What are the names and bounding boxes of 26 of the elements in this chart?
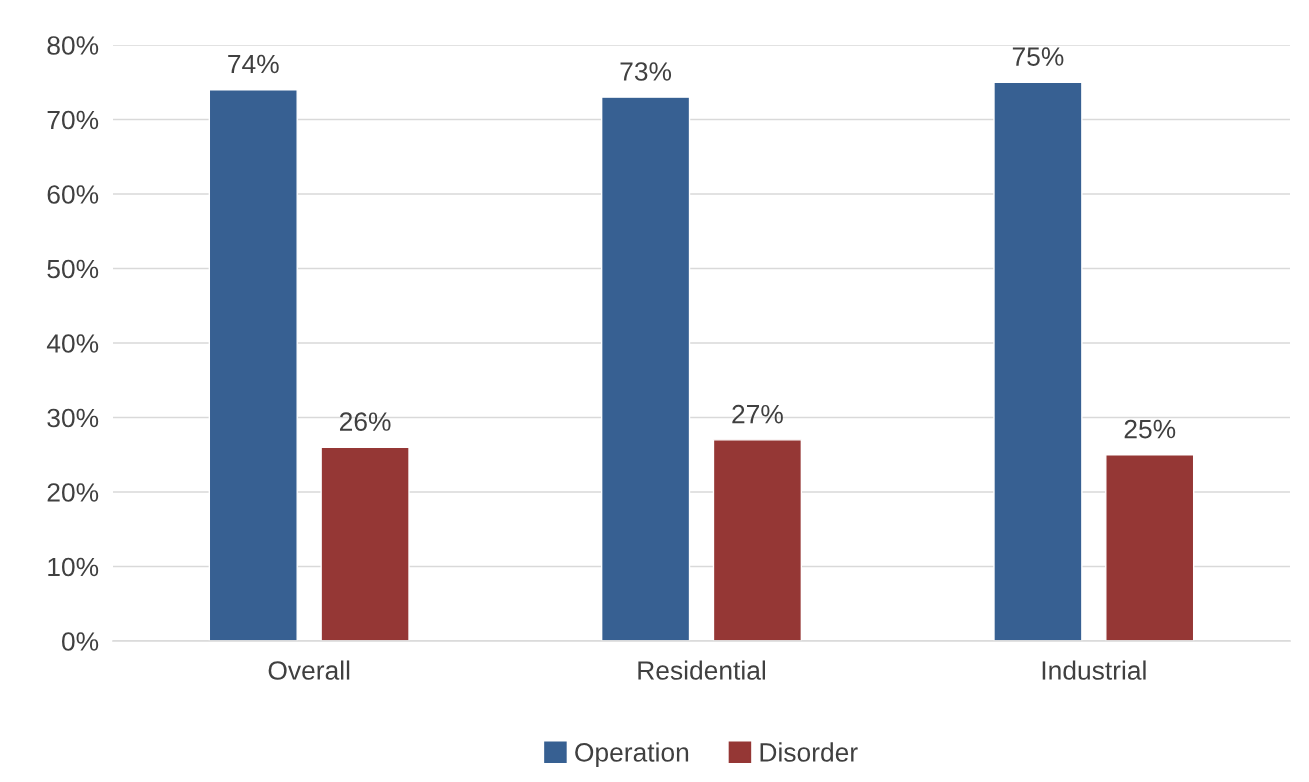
y-tick-label: 50% — [47, 259, 99, 279]
y-tick-label: 10% — [48, 557, 99, 577]
bar — [1105, 454, 1195, 641]
y-tick-label: 80% — [47, 36, 99, 55]
data-label: 26% — [339, 412, 391, 431]
y-tick-label: 30% — [47, 408, 99, 428]
legend-label: Operation — [575, 742, 689, 767]
x-tick-label: Overall — [268, 660, 350, 680]
data-label: 73% — [620, 62, 672, 81]
bar — [712, 439, 803, 641]
bar — [600, 96, 691, 641]
y-tick-label: 60% — [47, 185, 99, 204]
bar — [993, 81, 1083, 641]
legend-label: Disorder — [760, 742, 858, 762]
x-tick-label: Industrial — [1042, 660, 1146, 680]
data-label: 25% — [1124, 419, 1176, 439]
data-label: 74% — [228, 54, 279, 74]
bar — [320, 446, 410, 641]
y-tick-label: 20% — [47, 483, 99, 502]
y-tick-label: 40% — [46, 334, 99, 353]
y-tick-label: 70% — [47, 110, 99, 130]
data-label: 75% — [1012, 47, 1064, 66]
x-tick-label: Residential — [638, 660, 766, 680]
y-tick-label: 0% — [62, 632, 99, 651]
data-label: 27% — [732, 404, 783, 424]
bar — [208, 89, 298, 641]
